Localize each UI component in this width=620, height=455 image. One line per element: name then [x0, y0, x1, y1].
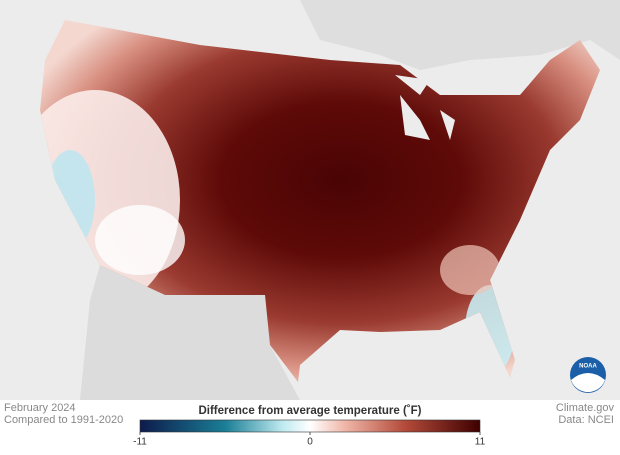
period: February 2024 — [4, 402, 76, 414]
baseline: Compared to 1991-2020 — [4, 414, 123, 426]
colorbar — [139, 419, 481, 433]
southwest-anomaly — [95, 205, 185, 275]
noaa-logo-wave — [571, 373, 605, 393]
canada — [300, 0, 620, 70]
colorbar-tick-label: 0 — [307, 437, 313, 448]
southeast-anomaly — [440, 245, 500, 295]
source: Climate.gov — [556, 402, 615, 414]
data-source: Data: NCEI — [558, 414, 614, 426]
noaa-logo-text: NOAA — [579, 364, 597, 370]
mexico — [80, 265, 300, 400]
colorbar-title: Difference from average temperature (˚F) — [198, 405, 421, 417]
colorbar-tick-label: 11 — [475, 437, 486, 448]
great-lakes — [395, 75, 455, 140]
colorbar-tick-label: -11 — [133, 437, 147, 448]
